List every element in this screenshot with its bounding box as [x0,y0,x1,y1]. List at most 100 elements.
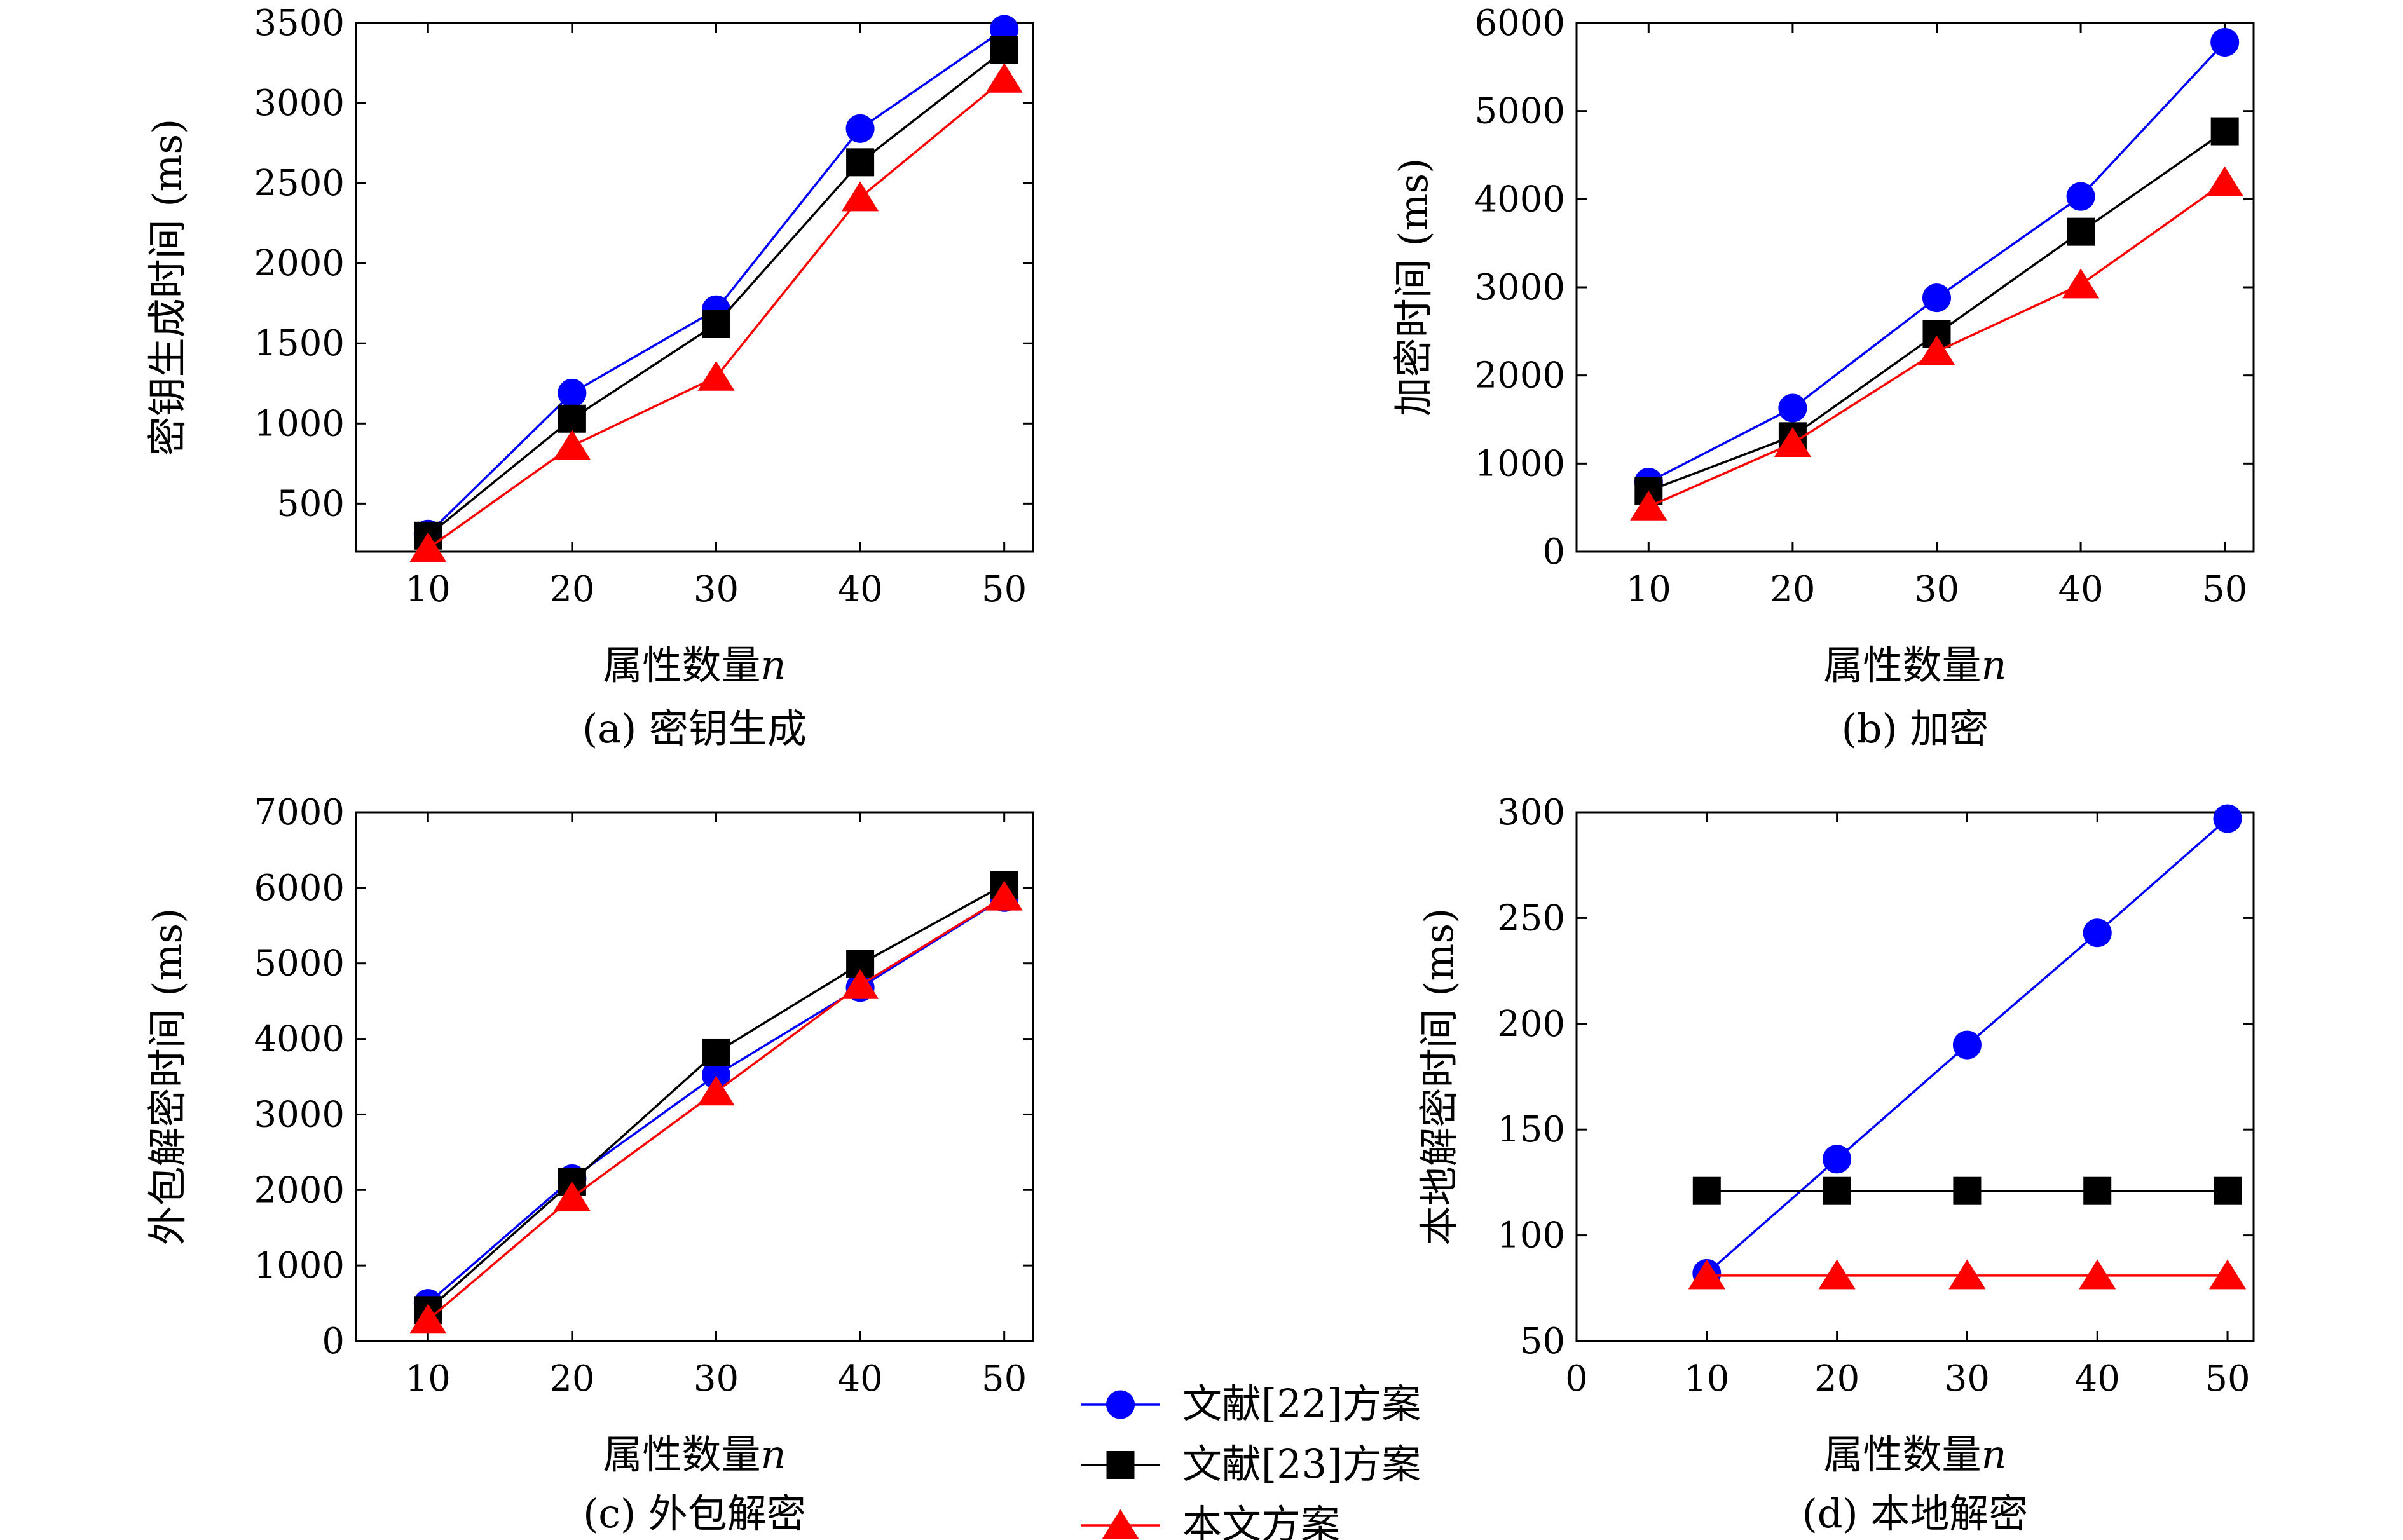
x-axis-label-variable: n [761,1431,786,1478]
x-tick-label: 50 [982,1358,1027,1400]
y-axis-label: 密钥生成时间 (ms) [144,119,191,456]
y-axis-label: 外包解密时间 (ms) [144,908,191,1246]
legend-label: 文献[23]方案 [1182,1441,1421,1487]
x-tick-label: 10 [406,569,451,610]
series-line [427,896,1005,1321]
x-tick-label: 40 [837,569,882,610]
x-axis-label: 属性数量n [1824,642,2007,688]
data-point [2206,166,2243,196]
series-line [427,28,1005,535]
data-point [1823,1176,1851,1205]
x-axis-label-variable: n [761,642,786,688]
data-point [2213,804,2242,833]
data-point [2208,1259,2247,1290]
x-tick-label: 30 [1914,569,1959,610]
data-point [1692,1176,1721,1205]
chart-panel-d: 0 10 20 30 40 50 50 100 150 200 250 300 属性数量n 本地解密时间 … [1416,792,2255,1537]
data-point [990,36,1018,64]
y-tick-label: 2000 [254,1169,345,1211]
x-axis-label-text: 属性数量 [603,642,761,688]
legend-item: 文献[23]方案 [1081,1441,1421,1487]
x-axis-label: 属性数量n [1824,1431,2007,1478]
y-tick-label: 3000 [254,83,345,124]
data-point [985,62,1023,93]
chart-panel-c: 10 20 30 40 50 0 1000 2000 3000 4000 5000 6000 7000 属… [144,792,1034,1537]
x-tick-label: 50 [2205,1358,2250,1400]
plot-frame [1575,22,2255,553]
chart-caption: (b) 加密 [1842,705,1989,752]
x-axis-label-text: 属性数量 [1824,642,1982,688]
legend-item: 文献[22]方案 [1081,1380,1421,1427]
y-tick-label: 4000 [254,1019,345,1060]
data-point [553,430,591,460]
data-point [2066,182,2095,211]
x-axis-label-text: 属性数量 [1824,1431,1982,1478]
data-point [697,360,735,391]
y-tick-label: 200 [1497,1004,1565,1045]
y-axis-label: 加密时间 (ms) [1390,158,1437,417]
x-tick-label: 10 [1684,1358,1729,1400]
chart-caption: (a) 密钥生成 [582,705,807,752]
data-point [702,1038,730,1066]
series-2 [1688,1259,2247,1290]
y-tick-label: 500 [277,483,345,524]
data-point [1952,1030,1982,1060]
series-2 [409,62,1023,562]
x-tick-label: 20 [1770,569,1815,610]
x-tick-label: 20 [549,1358,594,1400]
x-axis-label-variable: n [1982,1431,2007,1478]
series-2 [1630,166,2243,521]
x-tick-label: 50 [2202,569,2247,610]
y-tick-label: 0 [322,1321,345,1362]
data-point [409,532,447,562]
x-tick-label: 40 [837,1358,882,1400]
series-0 [1692,804,2242,1288]
x-tick-label: 30 [694,569,739,610]
x-axis-label-variable: n [1982,642,2007,688]
data-point [1688,1259,1725,1290]
y-tick-label: 2000 [254,243,345,284]
y-tick-label: 1000 [254,1245,345,1286]
y-tick-label: 2000 [1474,355,1565,397]
data-point [1823,1145,1852,1174]
series-line [427,49,1005,537]
x-tick-label: 50 [982,569,1027,610]
plot-frame [355,811,1034,1342]
data-point [1922,283,1951,313]
y-tick-label: 100 [1497,1215,1565,1257]
data-point [1918,335,1955,365]
chart-caption: (d) 本地解密 [1802,1490,2029,1537]
data-point [702,310,730,338]
data-point [846,114,875,143]
x-axis-label-text: 属性数量 [603,1431,761,1478]
series-0 [413,15,1019,549]
legend-item: 本文方案 [1081,1501,1340,1540]
chart-panel-b: 10 20 30 40 50 0 1000 2000 3000 4000 5000 6000 属性数量n… [1390,3,2255,752]
legend-marker [1102,1509,1139,1539]
y-tick-label: 7000 [254,792,345,833]
y-tick-label: 5000 [1474,91,1565,132]
data-point [2210,117,2239,146]
y-tick-label: 5000 [254,943,345,985]
x-tick-label: 20 [1814,1358,1859,1400]
y-tick-label: 50 [1520,1321,1565,1362]
chart-caption: (c) 外包解密 [583,1490,806,1537]
data-point [2083,918,2112,948]
series-1 [1692,1176,2242,1205]
data-point [985,880,1023,911]
data-point [1774,427,1811,457]
data-point [558,404,586,433]
x-axis-label: 属性数量n [603,1431,786,1478]
legend-marker [1106,1451,1135,1479]
data-point [2062,268,2100,299]
data-point [1953,1176,1982,1205]
data-point [2067,217,2095,246]
x-tick-label: 10 [1626,569,1671,610]
x-axis-label: 属性数量n [603,642,786,688]
y-tick-label: 4000 [1474,179,1565,220]
x-tick-label: 30 [1945,1358,1990,1400]
legend-label: 文献[22]方案 [1182,1380,1421,1427]
data-point [697,1075,735,1106]
y-tick-label: 1000 [254,403,345,444]
